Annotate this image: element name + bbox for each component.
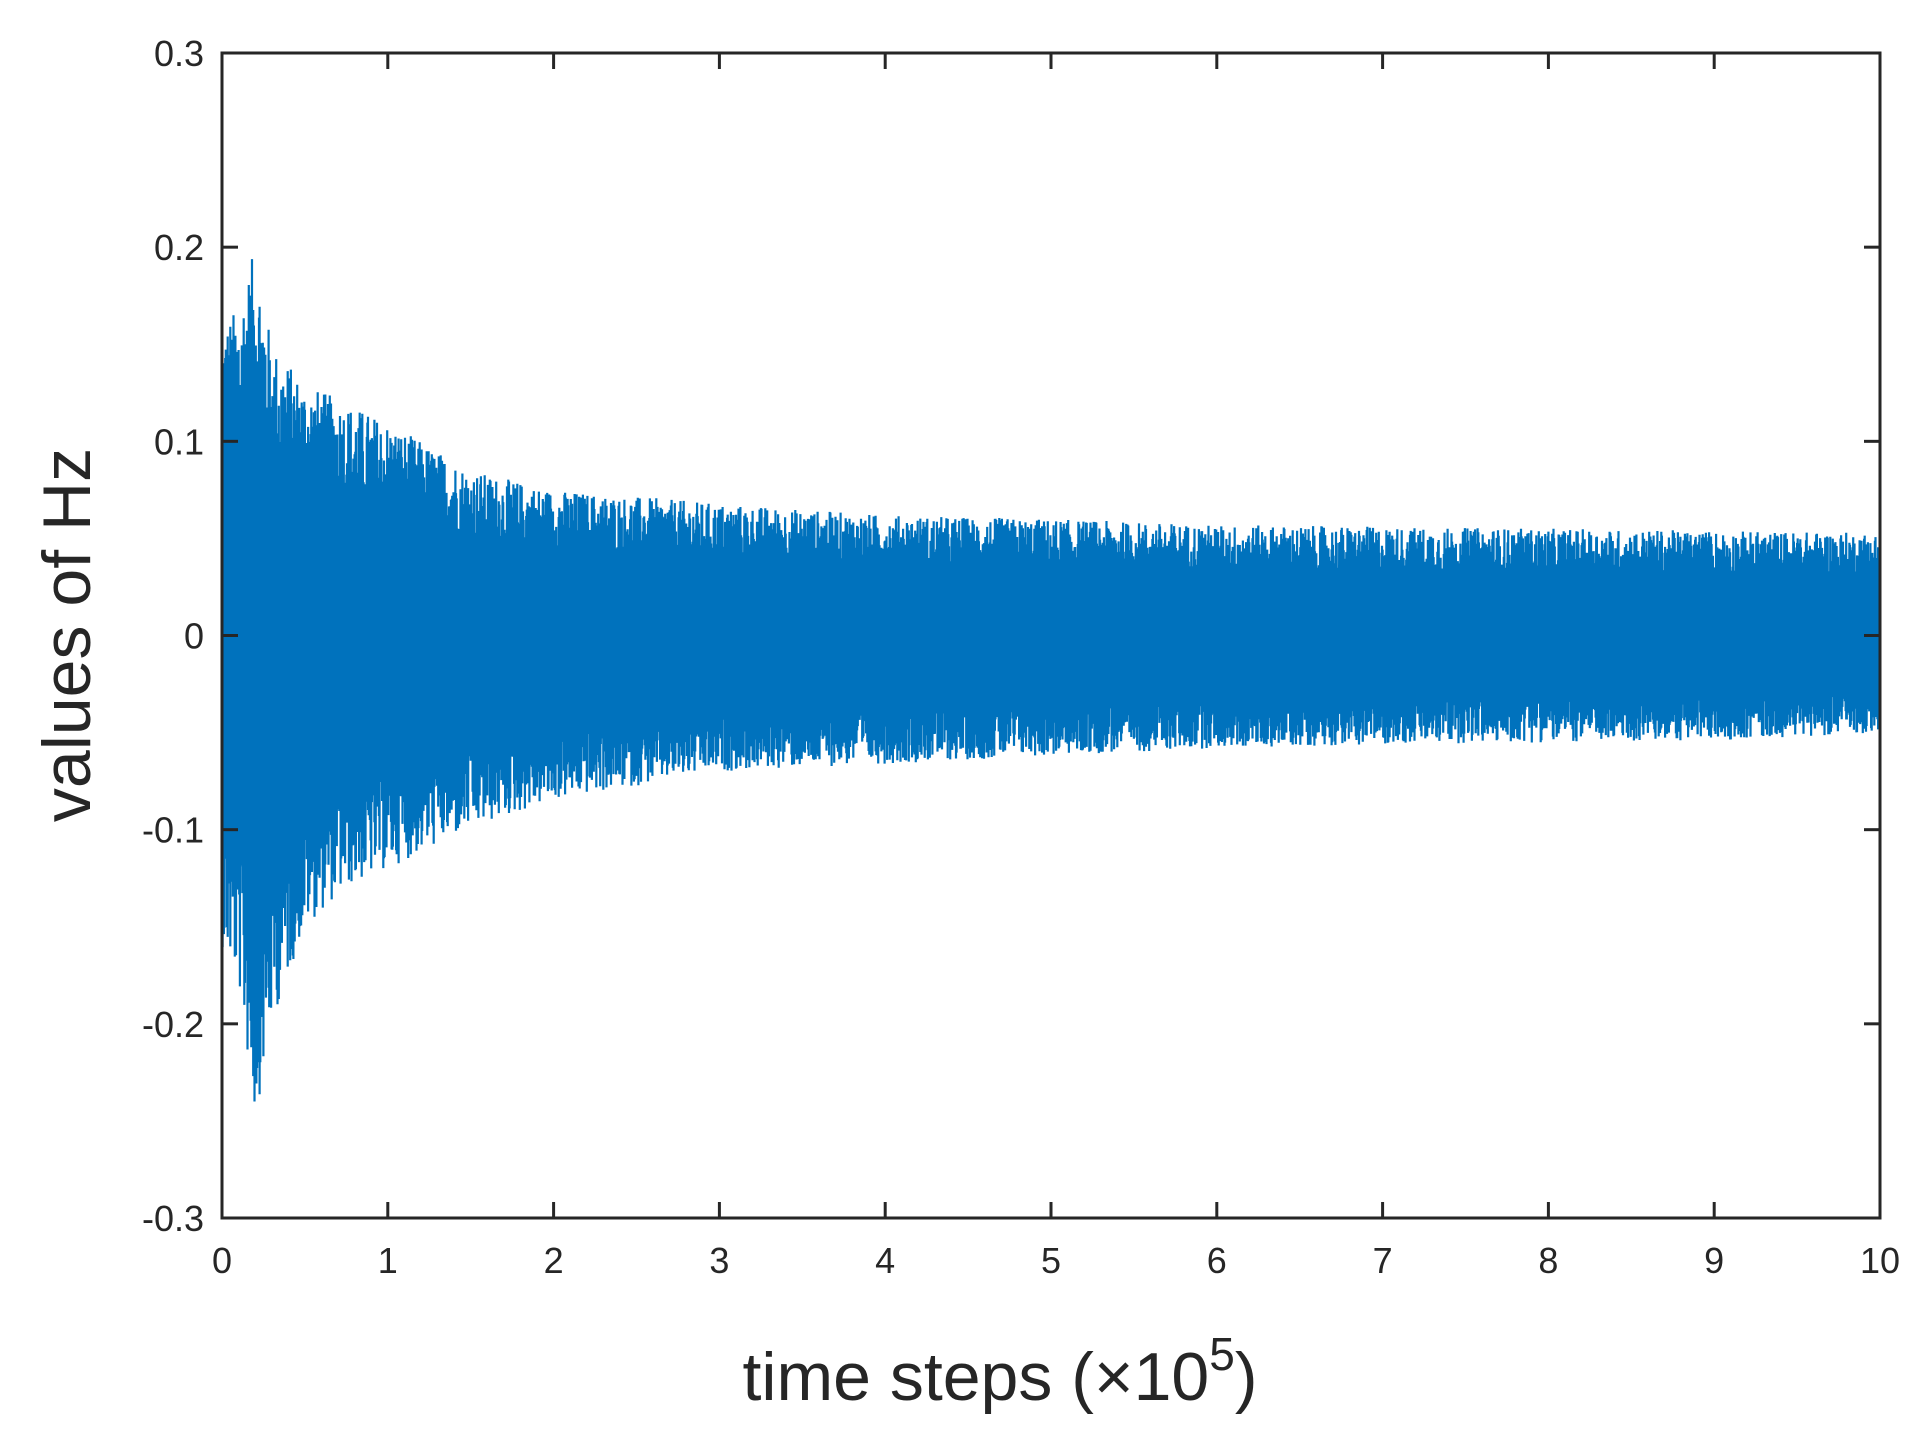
y-axis-label: values of Hz — [29, 448, 105, 822]
y-tick-label: 0 — [184, 616, 204, 657]
y-tick-label: -0.3 — [142, 1198, 204, 1239]
x-tick-label: 1 — [378, 1240, 398, 1281]
x-tick-label: 10 — [1860, 1240, 1900, 1281]
y-tick-label: 0.3 — [154, 33, 204, 74]
y-tick-label: 0.1 — [154, 421, 204, 462]
y-tick-label: -0.1 — [142, 810, 204, 851]
x-tick-label: 0 — [212, 1240, 232, 1281]
x-axis-label-exponent: 5 — [1209, 1328, 1235, 1380]
x-axis-label: time steps (×105) — [742, 1328, 1257, 1415]
x-tick-label: 8 — [1538, 1240, 1558, 1281]
x-tick-label: 2 — [544, 1240, 564, 1281]
x-tick-label: 7 — [1373, 1240, 1393, 1281]
y-tick-label: -0.2 — [142, 1004, 204, 1045]
x-tick-label: 9 — [1704, 1240, 1724, 1281]
x-tick-label: 5 — [1041, 1240, 1061, 1281]
y-tick-label: 0.2 — [154, 227, 204, 268]
x-axis-label-main: time steps (×10 — [742, 1339, 1209, 1415]
tick-label-layer: 0 1 2 3 4 5 6 7 8 9 10 -0.3 -0.2 -0.1 0 0.1 0.2 0.3 — [142, 33, 1900, 1281]
x-tick-label: 3 — [709, 1240, 729, 1281]
x-tick-label: 4 — [875, 1240, 895, 1281]
x-tick-label: 6 — [1207, 1240, 1227, 1281]
x-axis-label-close: ) — [1235, 1339, 1258, 1415]
series-layer — [220, 259, 1882, 1102]
series-line — [220, 259, 1882, 1102]
tick-layer — [220, 51, 1882, 1220]
